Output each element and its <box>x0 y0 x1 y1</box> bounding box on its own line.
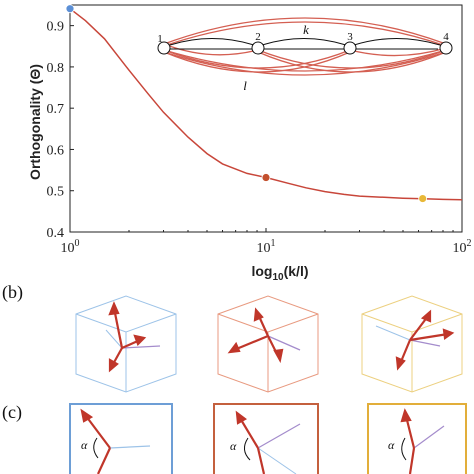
main-chart: 0.4 0.5 0.6 0.7 0.8 0.9 100 101 102 Orthogonali… <box>27 4 472 283</box>
y-tick-label: 0.6 <box>47 143 65 158</box>
y-axis-label: Orthogonality (Θ) <box>27 64 43 180</box>
panel-c-frame-2: α <box>213 403 319 474</box>
edge-label-k: k <box>303 22 309 37</box>
panel-b-cube-1 <box>75 295 177 393</box>
y-tick-label: 0.4 <box>47 226 65 241</box>
panel-b-cube-3 <box>361 295 463 393</box>
edge-label-l: l <box>243 78 247 93</box>
y-tick-label: 0.8 <box>47 61 65 76</box>
panel-c-label: (c) <box>2 402 22 423</box>
x-tick-label: 101 <box>257 238 276 256</box>
inset-graph: 1 2 3 4 k l <box>157 17 453 93</box>
graph-node-2: 2 <box>251 31 265 55</box>
x-axis-label: log10(k/l) <box>251 263 308 283</box>
red-edges <box>163 17 447 76</box>
panel-b-label: (b) <box>2 282 23 303</box>
graph-node-4: 4 <box>439 31 453 55</box>
angle-alpha: α <box>230 439 237 453</box>
svg-text:2: 2 <box>255 31 261 43</box>
panel-b-cube-2 <box>217 295 319 393</box>
x-tick-label: 102 <box>453 238 472 256</box>
angle-alpha: α <box>81 438 88 452</box>
data-marker <box>65 4 75 14</box>
black-edges <box>169 37 441 50</box>
y-tick-label: 0.5 <box>47 185 65 200</box>
data-marker <box>261 173 271 182</box>
y-tick-label: 0.7 <box>47 102 65 117</box>
x-tick-label: 100 <box>61 238 80 256</box>
orthogonality-curve <box>69 8 463 201</box>
panel-c-frame-1: α <box>69 403 173 474</box>
graph-node-3: 3 <box>343 31 357 55</box>
highlight-markers <box>65 4 428 203</box>
panel-c-frame-3: α <box>367 403 467 474</box>
angle-alpha: α <box>388 438 395 452</box>
y-axis-ticks: 0.4 0.5 0.6 0.7 0.8 0.9 <box>47 20 74 241</box>
svg-text:4: 4 <box>443 31 449 43</box>
svg-text:1: 1 <box>157 33 163 45</box>
data-marker <box>418 194 428 203</box>
y-tick-label: 0.9 <box>47 20 65 35</box>
x-axis-ticks: 100 101 102 <box>61 228 472 256</box>
svg-text:3: 3 <box>347 31 353 43</box>
graph-node-1: 1 <box>157 33 171 55</box>
